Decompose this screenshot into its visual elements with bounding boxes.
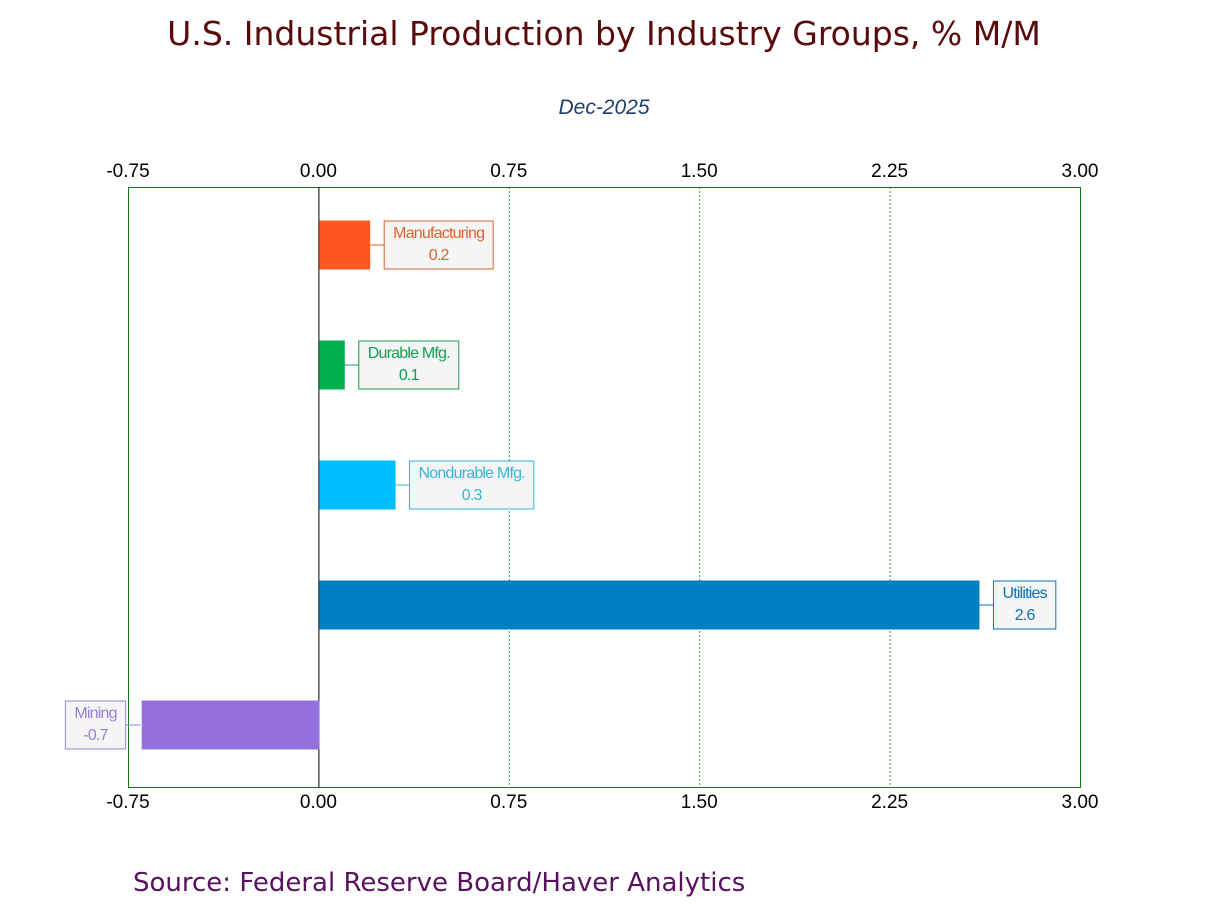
data-label-category: Nondurable Mfg. — [419, 465, 525, 482]
data-label-category: Mining — [74, 705, 116, 722]
x-tick-label-bottom: 0.00 — [300, 792, 337, 813]
x-tick-label-top: 0.00 — [300, 161, 337, 182]
x-tick-label-bottom: 3.00 — [1062, 792, 1099, 813]
x-tick-label-bottom: 1.50 — [681, 792, 718, 813]
data-label-value: 2.6 — [1015, 607, 1036, 624]
x-tick-label-top: -0.75 — [106, 161, 149, 182]
chart-title: U.S. Industrial Production by Industry G… — [167, 14, 1041, 53]
bar-nondurable-mfg — [319, 460, 396, 510]
data-label-category: Durable Mfg. — [368, 345, 450, 362]
data-label-box — [409, 460, 535, 510]
x-tick-label-bottom: 2.25 — [871, 792, 908, 813]
data-label: Nondurable Mfg. 0.3 — [409, 460, 535, 510]
data-label-value: 0.2 — [429, 247, 450, 264]
x-tick-label-top: 1.50 — [681, 161, 718, 182]
x-tick-label-top: 2.25 — [871, 161, 908, 182]
data-label-category: Manufacturing — [393, 225, 484, 242]
data-label-value: -0.7 — [83, 727, 108, 744]
data-label-value: 0.1 — [399, 367, 420, 384]
source-note: Source: Federal Reserve Board/Haver Anal… — [133, 868, 746, 898]
bar-utilities — [319, 580, 980, 630]
x-tick-label-bottom: 0.75 — [490, 792, 527, 813]
bar-mining — [141, 700, 320, 750]
data-label-box — [383, 220, 494, 270]
data-label: Utilities 2.6 — [992, 580, 1057, 630]
bar-manufacturing — [319, 220, 371, 270]
x-tick-label-top: 0.75 — [490, 161, 527, 182]
data-label-value: 0.3 — [462, 487, 483, 504]
data-label: Durable Mfg. 0.1 — [358, 340, 460, 390]
data-label: Manufacturing 0.2 — [383, 220, 494, 270]
x-tick-label-top: 3.00 — [1062, 161, 1099, 182]
plot-frame — [128, 187, 1081, 788]
bar-durable-mfg — [319, 340, 345, 390]
data-label-box — [64, 700, 127, 750]
data-label-category: Utilities — [1002, 585, 1047, 602]
x-tick-label-bottom: -0.75 — [106, 792, 149, 813]
data-label: Mining -0.7 — [64, 700, 127, 750]
chart-subtitle: Dec-2025 — [558, 96, 650, 119]
